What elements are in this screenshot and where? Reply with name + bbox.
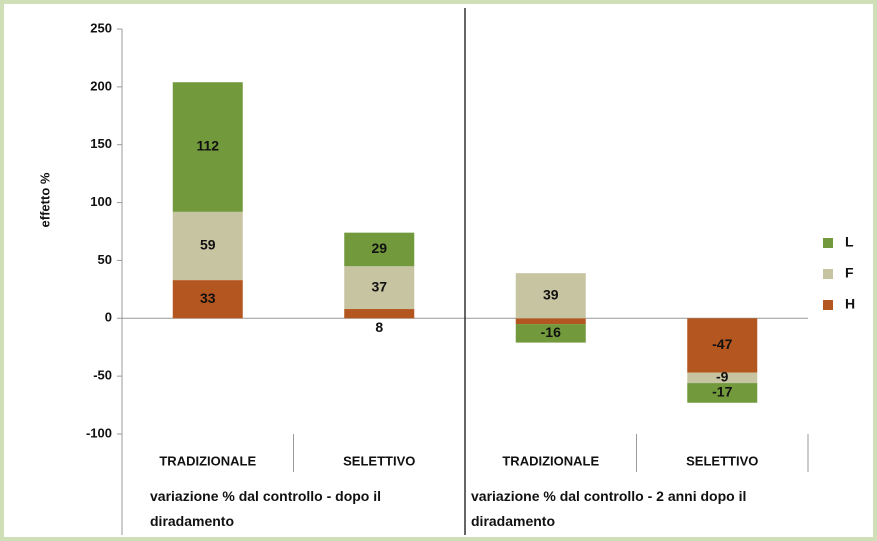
- bar-segment: [172, 211, 243, 281]
- bar-segment: [172, 82, 243, 212]
- data-label: -9: [716, 369, 729, 385]
- bar-segment: [344, 232, 415, 267]
- data-label: 59: [200, 237, 216, 253]
- bar-segment: [515, 318, 586, 325]
- x-tick-label: TRADIZIONALE: [159, 453, 256, 468]
- legend-label: H: [845, 296, 855, 312]
- data-label: 8: [375, 319, 383, 335]
- legend-swatch: [823, 300, 833, 310]
- y-tick-label: 150: [90, 136, 112, 151]
- y-tick-label: -50: [93, 368, 112, 383]
- legend-swatch: [823, 269, 833, 279]
- y-tick-label: 250: [90, 20, 112, 35]
- data-label: -47: [712, 336, 732, 352]
- y-tick-label: 50: [98, 252, 112, 267]
- y-tick-label: 0: [105, 310, 112, 325]
- bar-segment: [687, 372, 758, 384]
- x-tick-label: TRADIZIONALE: [502, 453, 599, 468]
- x-tick-label: SELETTIVO: [343, 453, 415, 468]
- bar-segment: [687, 383, 758, 403]
- y-tick-label: 200: [90, 78, 112, 93]
- bar-segment: [515, 273, 586, 319]
- x-tick-label: SELETTIVO: [686, 453, 758, 468]
- bar-segment: [172, 280, 243, 319]
- data-label: 33: [200, 290, 216, 306]
- bar-segment: [515, 324, 586, 343]
- data-label: -16: [541, 324, 561, 340]
- legend-label: F: [845, 265, 854, 281]
- data-label: -17: [712, 384, 732, 400]
- y-tick-label: -100: [86, 425, 112, 440]
- legend-label: L: [845, 234, 854, 250]
- bar-segment: [344, 309, 415, 319]
- group-label: variazione % dal controllo - dopo il dir…: [150, 488, 382, 529]
- bar-segment: [687, 318, 758, 373]
- data-label: 37: [371, 278, 387, 294]
- y-tick-label: 100: [90, 194, 112, 209]
- y-axis-label: effetto %: [37, 172, 52, 227]
- data-label: 29: [371, 240, 387, 256]
- bar-segment: [344, 266, 415, 310]
- group-label: variazione % dal controllo - 2 anni dopo…: [471, 488, 747, 529]
- data-label: 112: [196, 138, 219, 154]
- legend-swatch: [823, 238, 833, 248]
- data-label: 39: [543, 286, 559, 302]
